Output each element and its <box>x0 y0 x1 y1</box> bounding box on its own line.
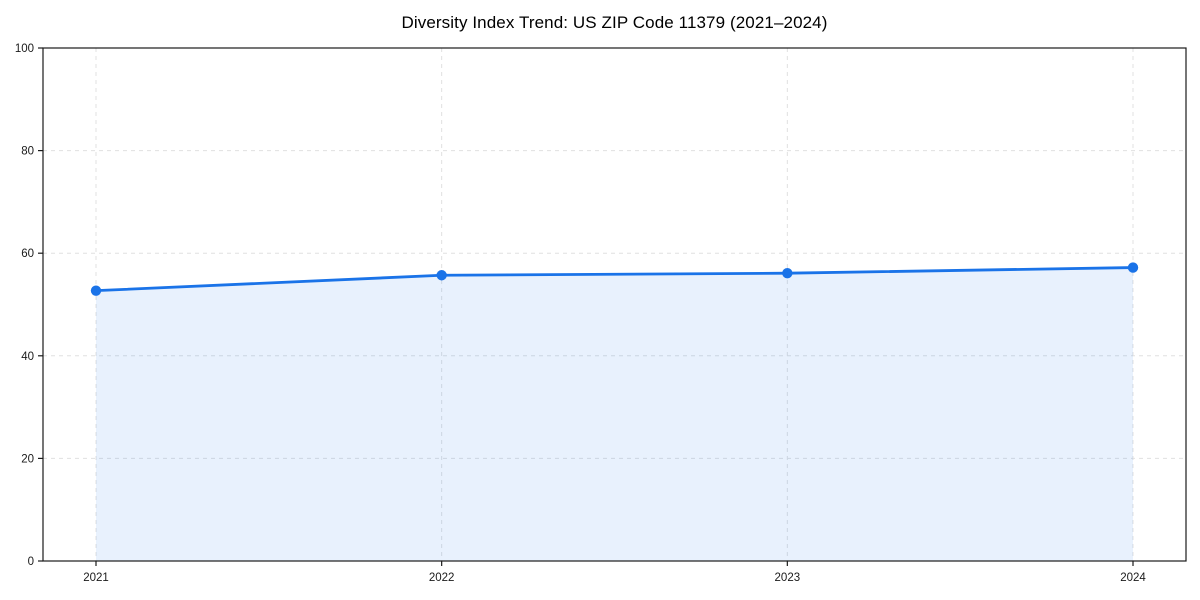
y-axis-tick-label: 40 <box>21 351 34 363</box>
x-axis-tick-label: 2022 <box>429 572 455 584</box>
y-axis-tick-label: 60 <box>21 248 34 260</box>
x-axis-tick-label: 2021 <box>83 572 109 584</box>
trend-line <box>94 266 1135 293</box>
y-axis-tick-label: 80 <box>21 146 34 158</box>
data-point-2021 <box>90 285 102 296</box>
data-point-2024 <box>1127 262 1139 273</box>
data-point-2022 <box>436 270 447 281</box>
plot-border <box>42 47 1187 562</box>
y-axis-tick-label: 20 <box>21 453 34 465</box>
chart-title: Diversity Index Trend: US ZIP Code 11379… <box>401 13 828 32</box>
x-axis-tick-label: 2024 <box>1120 572 1146 584</box>
area-fill <box>96 267 1133 561</box>
x-axis-tick-label: 2023 <box>775 572 801 584</box>
y-axis-tick-label: 100 <box>15 43 34 55</box>
y-axis-tick-label: 0 <box>28 556 34 568</box>
data-point-2023 <box>782 268 793 279</box>
